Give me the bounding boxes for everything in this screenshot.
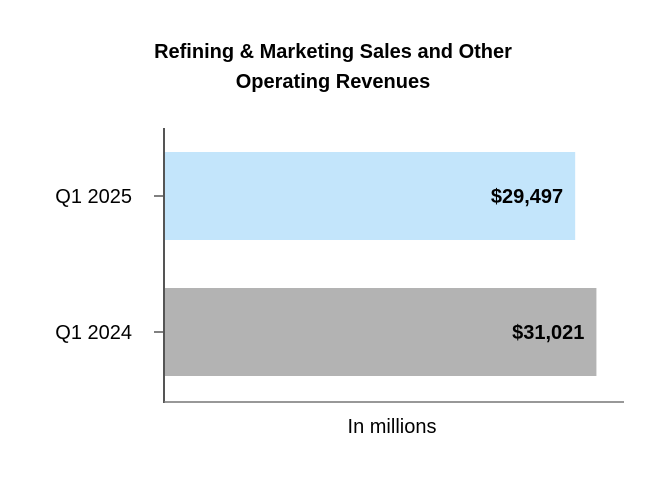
bar-q1-2024 — [164, 288, 597, 376]
bars-group — [164, 152, 597, 376]
labels-group: Q1 2025 $29,497 Q1 2024 $31,021 — [55, 186, 584, 344]
chart-title-line-2: Operating Revenues — [236, 71, 431, 93]
value-label-q1-2025: $29,497 — [491, 186, 563, 208]
bar-q1-2025 — [164, 152, 576, 240]
value-label-q1-2024: $31,021 — [512, 322, 584, 344]
category-label-q1-2025: Q1 2025 — [55, 186, 132, 208]
x-axis-label: In millions — [348, 416, 437, 438]
category-label-q1-2024: Q1 2024 — [55, 322, 132, 344]
chart-title-line-1: Refining & Marketing Sales and Other — [154, 41, 512, 63]
